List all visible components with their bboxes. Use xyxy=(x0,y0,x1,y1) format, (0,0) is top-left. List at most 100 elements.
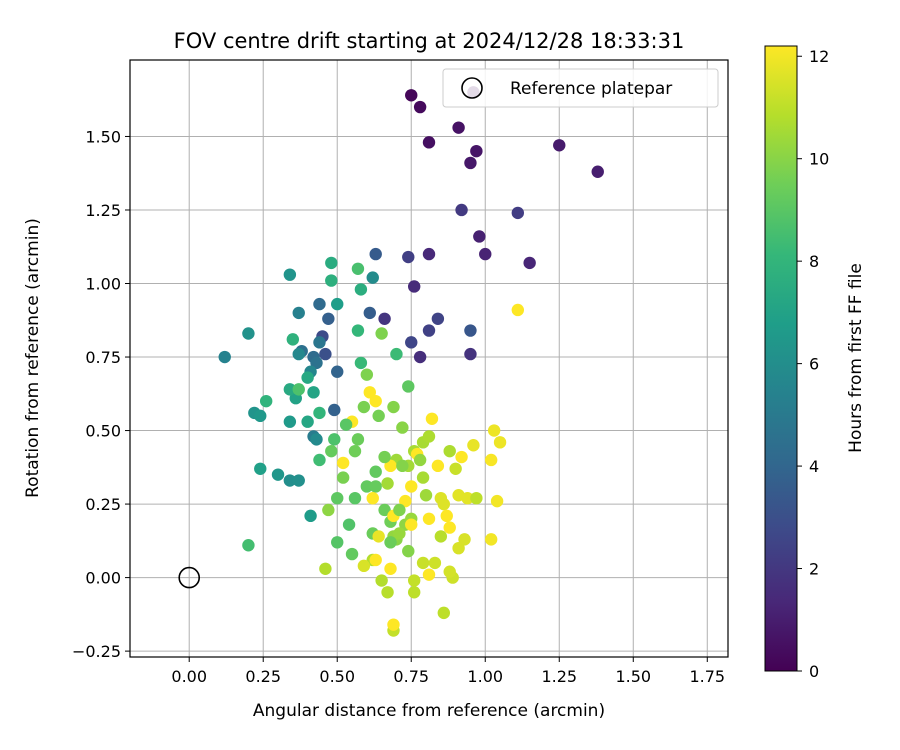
data-point xyxy=(336,456,350,470)
data-point xyxy=(242,539,255,552)
data-point xyxy=(405,518,418,531)
data-point xyxy=(328,403,341,417)
data-point xyxy=(331,365,344,378)
data-point xyxy=(218,350,231,364)
data-point xyxy=(325,256,338,270)
data-point xyxy=(378,503,391,517)
x-tick-label: 0.50 xyxy=(319,667,355,686)
y-tick-label: 0.75 xyxy=(85,348,121,367)
data-point xyxy=(381,477,394,490)
data-point xyxy=(310,433,323,446)
reference-platepar-marker xyxy=(178,566,201,589)
x-tick-label: 1.75 xyxy=(689,667,725,686)
data-point xyxy=(331,536,344,549)
data-point xyxy=(443,444,456,458)
data-point xyxy=(301,415,314,428)
data-point xyxy=(407,574,421,587)
grid-lines xyxy=(130,60,728,657)
data-point xyxy=(301,371,314,384)
data-point xyxy=(484,533,498,546)
y-tick-label: −0.25 xyxy=(72,642,121,661)
data-point xyxy=(384,536,397,549)
data-point xyxy=(354,283,368,296)
data-point xyxy=(304,509,317,523)
data-point xyxy=(313,297,326,311)
data-point xyxy=(366,271,379,284)
data-point xyxy=(452,121,465,134)
data-point xyxy=(387,400,400,414)
data-point xyxy=(413,350,427,364)
data-point xyxy=(322,503,335,517)
data-point xyxy=(443,565,456,578)
y-tick-label: 1.50 xyxy=(85,127,121,146)
data-point xyxy=(254,462,267,475)
data-point xyxy=(310,356,323,370)
y-axis-ticks: −0.25 0.00 0.25 0.50 0.75 1.00 1.25 1.50 xyxy=(72,127,130,661)
data-point xyxy=(331,491,344,505)
x-axis-label: Angular distance from reference (arcmin) xyxy=(253,701,605,721)
data-point xyxy=(387,618,400,631)
data-point xyxy=(464,324,477,337)
data-point xyxy=(292,347,305,361)
data-point xyxy=(431,459,445,473)
data-point xyxy=(437,497,451,511)
data-point xyxy=(422,512,436,525)
data-point xyxy=(479,247,492,261)
data-point xyxy=(452,541,465,555)
x-tick-label: 0.75 xyxy=(393,667,429,686)
data-point xyxy=(422,247,436,261)
data-point xyxy=(369,465,382,478)
data-point xyxy=(351,262,365,276)
x-tick-label: 1.00 xyxy=(467,667,503,686)
data-point xyxy=(345,547,359,561)
data-point xyxy=(422,430,436,443)
data-point xyxy=(313,336,326,349)
data-point xyxy=(405,336,418,349)
data-point xyxy=(490,494,504,508)
data-point xyxy=(339,418,353,431)
data-point xyxy=(322,312,335,325)
data-point xyxy=(591,165,604,178)
data-point xyxy=(393,503,406,517)
data-point xyxy=(325,274,338,287)
data-point xyxy=(523,256,536,270)
data-point xyxy=(511,206,525,220)
data-point xyxy=(366,491,379,505)
data-points xyxy=(178,86,604,637)
data-point xyxy=(416,471,430,484)
data-point xyxy=(434,530,448,543)
data-point xyxy=(464,347,477,361)
data-point xyxy=(283,383,297,396)
x-tick-label: 0.00 xyxy=(171,667,207,686)
data-point xyxy=(470,144,483,158)
data-point xyxy=(390,347,403,361)
colorbar-tick-label: 6 xyxy=(809,355,819,374)
data-point xyxy=(283,268,297,281)
data-point xyxy=(443,521,456,534)
data-point xyxy=(242,327,255,340)
data-point xyxy=(286,333,300,346)
data-point xyxy=(473,230,486,243)
data-point xyxy=(336,471,350,484)
data-point xyxy=(455,450,468,464)
data-point xyxy=(484,453,498,467)
data-point xyxy=(378,450,391,464)
y-axis-label: Rotation from reference (arcmin) xyxy=(23,218,43,498)
y-tick-label: 1.25 xyxy=(85,201,121,220)
data-point xyxy=(396,421,409,434)
data-point xyxy=(331,297,344,311)
data-point xyxy=(363,386,376,399)
data-point xyxy=(449,462,462,475)
data-point xyxy=(413,100,427,114)
x-tick-label: 1.25 xyxy=(541,667,577,686)
data-point xyxy=(428,556,442,570)
data-point xyxy=(354,356,368,370)
y-tick-label: 1.00 xyxy=(85,275,121,294)
data-point xyxy=(357,559,371,573)
data-point xyxy=(369,553,382,567)
data-point xyxy=(283,415,297,428)
data-point xyxy=(372,409,385,423)
data-point xyxy=(422,324,436,337)
